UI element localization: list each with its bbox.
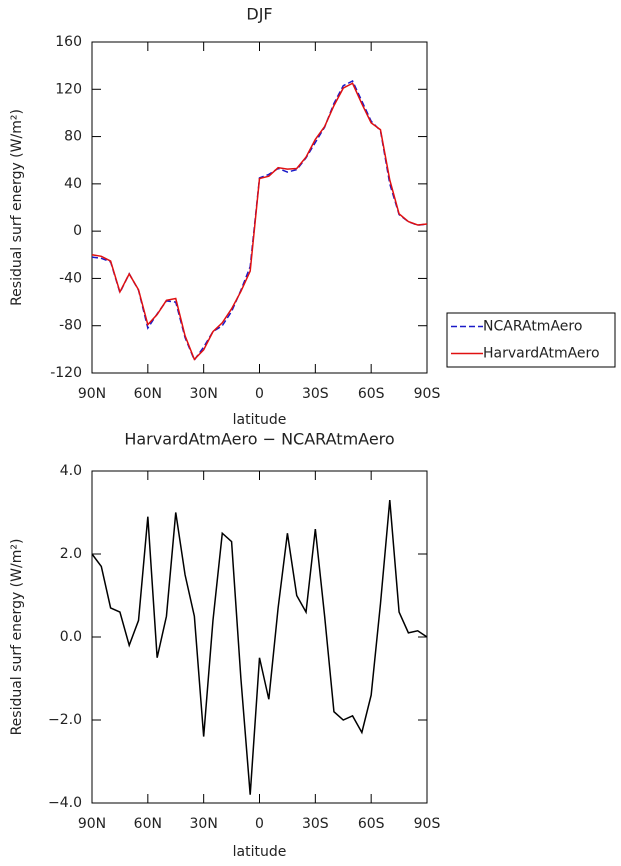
plot-frame — [91, 41, 428, 374]
line-series — [91, 82, 428, 361]
x-tick-label: 60N — [134, 816, 162, 832]
y-axis-label: Residual surf energy (W/m²) — [9, 539, 25, 736]
y-tick-label: −4.0 — [48, 795, 82, 811]
x-axis-label: latitude — [233, 844, 287, 860]
y-tick-label: 80 — [64, 129, 82, 145]
legend-label: NCARAtmAero — [483, 319, 582, 335]
legend-box — [446, 312, 616, 368]
y-tick-label: 160 — [55, 34, 82, 50]
x-axis-label: latitude — [233, 412, 287, 428]
x-tick-label: 60N — [134, 386, 162, 402]
chart-title: DJF — [246, 5, 272, 24]
x-tick-label: 90N — [78, 386, 106, 402]
y-tick-label: -40 — [59, 270, 82, 286]
y-tick-label: -80 — [59, 318, 82, 334]
legend-label: HarvardAtmAero — [483, 346, 600, 362]
y-tick-label: 2.0 — [60, 546, 82, 562]
y-axis-label: Residual surf energy (W/m²) — [9, 109, 25, 306]
y-tick-label: -120 — [50, 365, 82, 381]
x-tick-label: 90N — [78, 816, 106, 832]
chart-title: HarvardAtmAero − NCARAtmAero — [124, 430, 394, 449]
y-tick-label: 4.0 — [60, 463, 82, 479]
x-tick-label: 30N — [190, 816, 218, 832]
x-tick-label: 0 — [255, 816, 264, 832]
y-tick-label: −2.0 — [48, 712, 82, 728]
x-tick-label: 60S — [358, 386, 385, 402]
x-tick-label: 30S — [302, 816, 329, 832]
y-tick-label: 0.0 — [60, 629, 82, 645]
y-tick-label: 40 — [64, 176, 82, 192]
line-series — [91, 499, 428, 795]
x-tick-label: 0 — [255, 386, 264, 402]
line-series — [91, 79, 428, 362]
x-tick-label: 90S — [414, 386, 441, 402]
y-tick-label: 0 — [73, 223, 82, 239]
x-tick-label: 30N — [190, 386, 218, 402]
y-tick-label: 120 — [55, 81, 82, 97]
x-tick-label: 30S — [302, 386, 329, 402]
x-tick-label: 60S — [358, 816, 385, 832]
x-tick-label: 90S — [414, 816, 441, 832]
